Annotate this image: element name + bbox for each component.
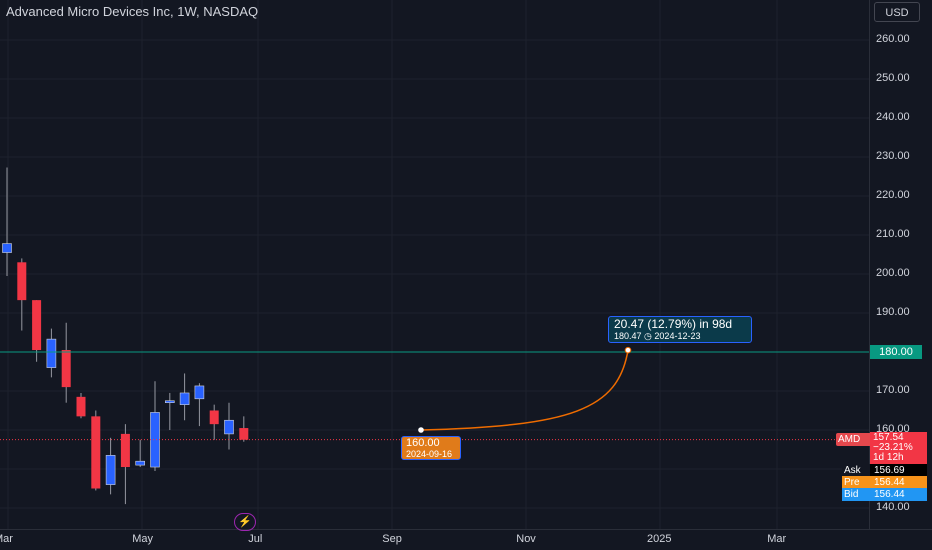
candle-body [17,262,27,301]
ask-label: Ask [842,464,870,477]
projection-start-callout: 160.00 2024-09-16 [401,436,461,460]
candle-body [76,396,86,417]
y-tick-label: 200.00 [876,267,910,279]
projection-end-date: 2024-12-23 [654,331,701,341]
x-tick-label: Mar [0,533,13,545]
projection-end-info: 180.47 ◷ 2024-12-23 [614,331,746,342]
bid-price: 156.44 [870,488,927,501]
y-tick-label: 210.00 [876,228,910,240]
projection-end-point[interactable] [624,346,632,354]
symbol-tag: AMD [836,433,870,446]
projection-start-point[interactable] [418,427,424,433]
projection-end-callout: 20.47 (12.79%) in 98d 180.47 ◷ 2024-12-2… [608,316,752,343]
candle-body [61,350,71,388]
candle-body [150,412,160,468]
candle-body [224,419,234,435]
last-price: 157.54 [873,432,904,443]
y-tick-label: 170.00 [876,384,910,396]
currency-button[interactable]: USD [874,2,920,22]
x-tick-label: Nov [516,533,536,545]
y-tick-label: 220.00 [876,189,910,201]
pre-label: Pre [842,476,870,489]
bar-countdown: 1d 12h [873,452,904,463]
projection-start-date: 2024-09-16 [406,449,453,459]
projection-curve[interactable] [420,350,629,431]
candle-body [179,392,190,405]
candle-body [239,428,249,440]
x-tick-label: Sep [382,533,402,545]
y-tick-label: 190.00 [876,306,910,318]
y-tick-label: 140.00 [876,501,910,513]
pre-price: 156.44 [870,476,927,489]
bid-label: Bid [842,488,870,501]
candle-body [105,455,116,485]
candle-body [194,385,205,400]
y-tick-label: 260.00 [876,33,910,45]
candle-body [135,460,145,466]
candle-body [209,410,219,425]
y-tick-label: 240.00 [876,111,910,123]
x-tick-label: Mar [767,533,787,545]
projection-change: 20.47 (12.79%) in 98d [614,317,733,331]
grid [0,0,869,529]
ask-price: 156.69 [870,464,927,477]
candle-body [91,416,101,489]
horizontal-line-label: 180.00 [870,345,922,359]
y-tick-label: 230.00 [876,150,910,162]
y-tick-label: 250.00 [876,72,910,84]
last-price-box: 157.54 −23.21% 1d 12h [870,432,927,464]
x-tick-label: Jul [248,533,263,545]
chart-title: Advanced Micro Devices Inc, 1W, NASDAQ [6,4,259,19]
candle-body [2,243,12,253]
x-tick-label: May [132,533,154,545]
candle-body [120,433,130,468]
clock-icon: ◷ [644,331,652,341]
candle-body [165,400,175,403]
candles [2,167,249,505]
candle-body [32,300,42,351]
projection-end-price: 180.47 [614,331,642,341]
change-percent: −23.21% [873,442,913,453]
projection-start-price: 160.00 [406,437,440,449]
x-tick-label: 2025 [647,533,672,545]
lightning-icon[interactable]: ⚡ [234,513,256,531]
candle-body [46,338,57,368]
